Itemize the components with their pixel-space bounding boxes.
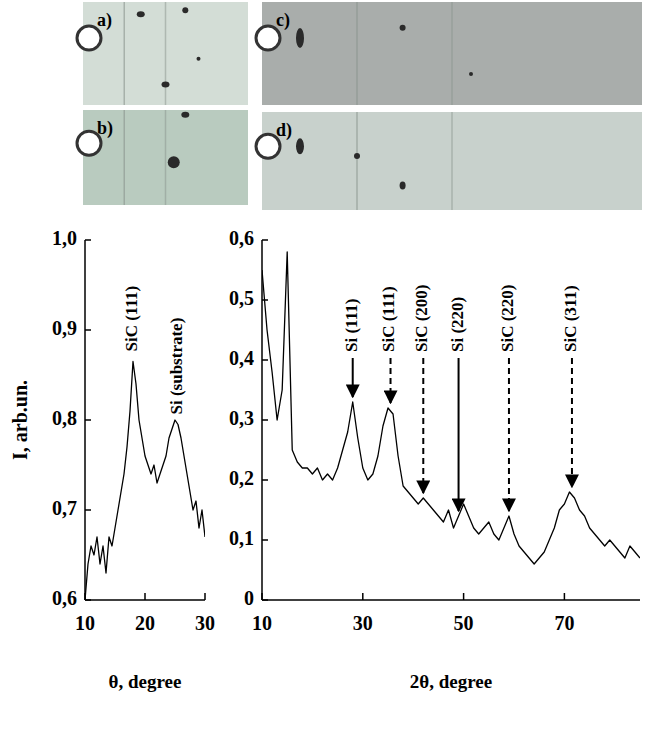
- diffraction-line: [356, 112, 358, 210]
- diffraction-line: [451, 112, 453, 210]
- y-tick-label: 0,3: [229, 407, 254, 429]
- y-axis-title: I, arb.un.: [9, 380, 31, 460]
- x-tick-label: 70: [554, 612, 574, 634]
- y-tick: [262, 419, 268, 421]
- y-tick-label: 0,9: [52, 317, 77, 339]
- y-tick: [85, 599, 91, 601]
- x-tick: [261, 593, 263, 600]
- y-tick: [262, 539, 268, 541]
- x-tick-label: 10: [75, 612, 95, 634]
- photo: [83, 110, 248, 205]
- chart: 0,6 0,7 0,8 0,9 1,0 10 20 30 θ, degree I, arb.un.…: [9, 227, 215, 692]
- annotation: SiC (220): [498, 284, 517, 352]
- spot: [400, 25, 406, 31]
- x-tick: [564, 593, 566, 600]
- y-tick-label: 0: [244, 587, 254, 609]
- y-tick: [262, 359, 268, 361]
- y-tick: [85, 509, 91, 511]
- y-tick: [262, 479, 268, 481]
- data-line: [85, 362, 205, 601]
- diffraction-line: [165, 2, 167, 105]
- diffraction-line: [124, 2, 126, 105]
- annotation-arrow: [352, 358, 354, 397]
- y-tick-label: 0,7: [52, 497, 77, 519]
- spot: [168, 156, 180, 168]
- annotation: SiC (200): [412, 284, 431, 352]
- annotation-arrow: [458, 358, 460, 511]
- annotation: Si (111): [342, 299, 361, 352]
- spot: [400, 182, 406, 190]
- photo-panel: d): [256, 112, 642, 210]
- y-tick: [85, 239, 91, 241]
- figure: a) b) c) d) 0,6 0,7 0,8 0,9 1,0 10 20 30 θ, degree I,…: [0, 0, 650, 740]
- x-tick: [204, 593, 206, 600]
- diffraction-line: [356, 2, 358, 105]
- photo: [262, 112, 642, 210]
- panel-label: a): [97, 10, 112, 31]
- spot: [137, 11, 145, 17]
- photo: [262, 2, 642, 105]
- data-line: [262, 252, 640, 564]
- annotation: Si (substrate): [167, 318, 186, 415]
- annotation-arrow: [508, 358, 510, 511]
- x-tick: [362, 593, 364, 600]
- photo-panel: a): [77, 2, 248, 105]
- y-tick-label: 0,4: [229, 347, 254, 369]
- annotation: Si (220): [448, 297, 467, 352]
- x-tick: [144, 593, 146, 600]
- spot: [162, 81, 170, 87]
- panel-label: b): [97, 118, 113, 139]
- annotation-arrow: [571, 358, 573, 487]
- panel-label: d): [276, 120, 292, 141]
- y-tick: [262, 239, 268, 241]
- y-tick-label: 0,2: [229, 467, 254, 489]
- x-axis-title: 2θ, degree: [410, 671, 492, 692]
- photo-panel: b): [77, 110, 248, 205]
- photo: [83, 2, 248, 105]
- annotation: SiC (111): [379, 286, 398, 352]
- spot: [181, 112, 189, 118]
- y-tick: [262, 599, 268, 601]
- x-tick: [463, 593, 465, 600]
- panel-label: c): [276, 10, 290, 31]
- spot: [296, 138, 304, 154]
- photo-panel: c): [256, 2, 642, 105]
- x-tick-label: 30: [195, 612, 215, 634]
- spot: [296, 28, 304, 48]
- spot: [197, 57, 201, 61]
- y-tick-label: 0,8: [52, 407, 77, 429]
- diffraction-line: [165, 110, 167, 205]
- y-tick: [85, 419, 91, 421]
- annotation-arrow: [422, 358, 424, 493]
- annotation: SiC (111): [122, 286, 141, 352]
- annotation-arrow: [390, 358, 392, 403]
- y-tick-label: 1,0: [52, 227, 77, 249]
- y-tick: [85, 329, 91, 331]
- plot-area: [262, 252, 640, 564]
- x-tick-label: 10: [252, 612, 272, 634]
- x-tick-label: 30: [353, 612, 373, 634]
- y-tick-label: 0,6: [52, 587, 77, 609]
- plot-area: [85, 362, 205, 601]
- y-tick-label: 0,1: [229, 527, 254, 549]
- y-tick-label: 0,6: [229, 227, 254, 249]
- x-tick-label: 20: [135, 612, 155, 634]
- x-tick-label: 50: [454, 612, 474, 634]
- spot: [469, 72, 473, 76]
- y-tick-label: 0,5: [229, 287, 254, 309]
- chart: 0 0,1 0,2 0,3 0,4 0,5 0,6 10 30 50 70 2θ, degree Si …: [229, 227, 640, 692]
- spot: [354, 153, 360, 159]
- x-axis: [262, 599, 640, 601]
- annotation: SiC (311): [561, 285, 580, 352]
- diffraction-line: [451, 2, 453, 105]
- spot: [182, 7, 188, 13]
- diffraction-line: [124, 110, 126, 205]
- x-axis-title: θ, degree: [109, 671, 182, 692]
